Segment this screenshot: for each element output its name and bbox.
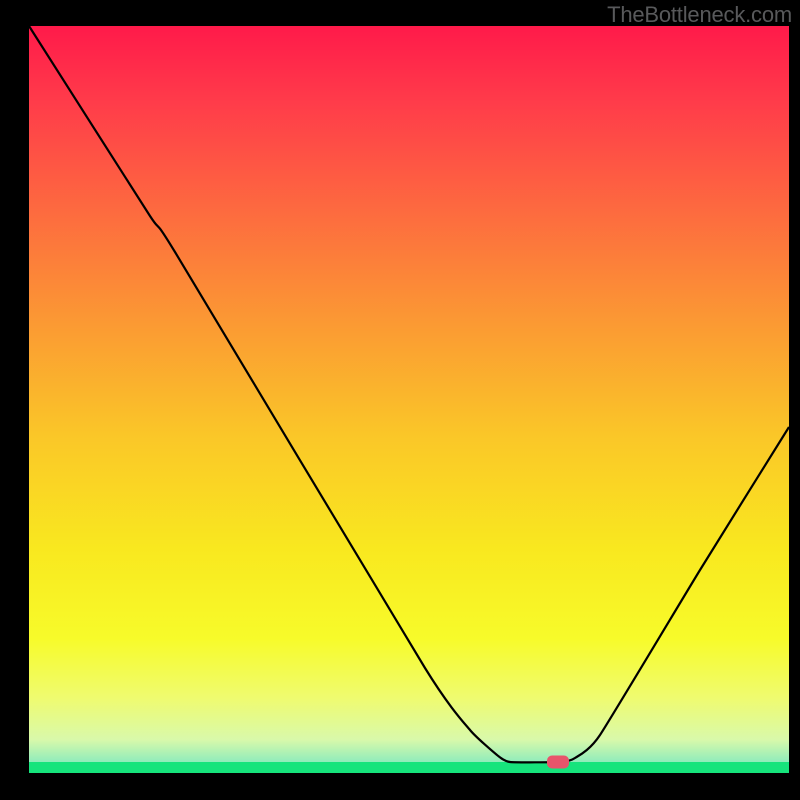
baseline-band (29, 762, 789, 773)
chart-container: TheBottleneck.com (0, 0, 800, 800)
optimal-marker (547, 756, 569, 769)
plot-background (29, 26, 789, 773)
bottleneck-chart (0, 0, 800, 800)
attribution-label: TheBottleneck.com (607, 2, 792, 28)
